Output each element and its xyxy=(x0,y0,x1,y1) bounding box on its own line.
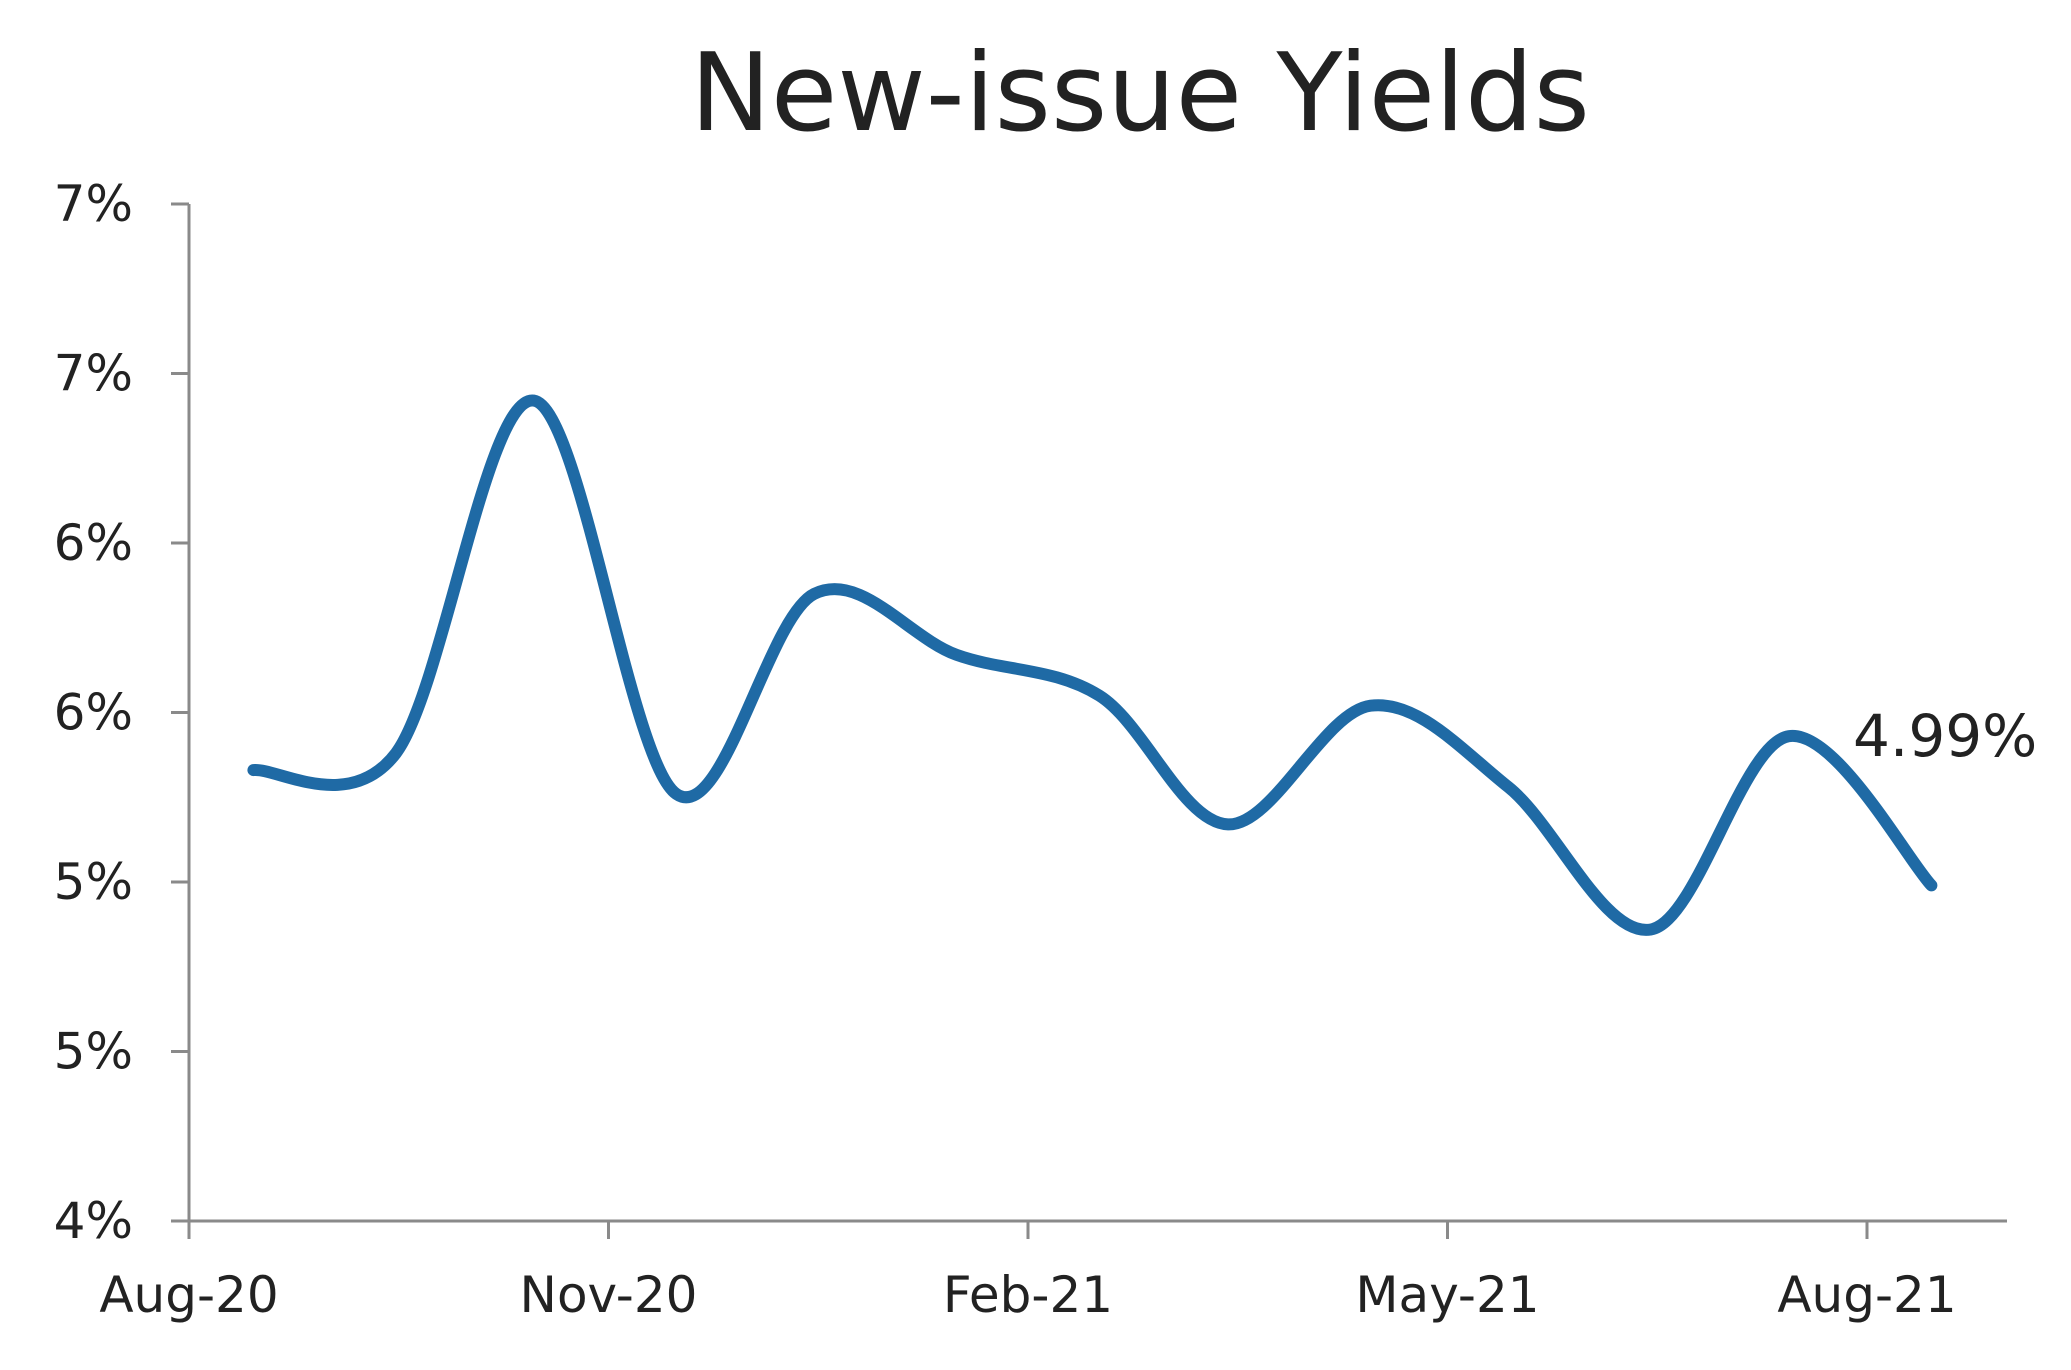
y-tick-label: 5% xyxy=(54,853,133,911)
y-tick-label: 6% xyxy=(54,684,133,742)
x-tick-label: Feb-21 xyxy=(943,1266,1113,1324)
series-layer xyxy=(247,394,1938,936)
x-tick-label: May-21 xyxy=(1355,1266,1539,1324)
y-tick-label: 7% xyxy=(54,345,133,403)
x-tick-label: Nov-20 xyxy=(520,1266,698,1324)
series-line xyxy=(247,394,1938,936)
y-axis: 4% 5% 5% 6% 6% 7% 7% xyxy=(54,175,191,1250)
end-value-label: 4.99% xyxy=(1853,702,2037,770)
x-tick-label: Aug-21 xyxy=(1777,1266,1956,1324)
y-tick-label: 4% xyxy=(54,1192,133,1250)
chart-title: New-issue Yields xyxy=(690,31,1590,156)
y-tick-label: 5% xyxy=(54,1023,133,1081)
y-tick-label: 7% xyxy=(54,175,133,233)
y-tick-label: 6% xyxy=(54,514,133,572)
x-axis: Aug-20 Nov-20 Feb-21 May-21 Aug-21 xyxy=(99,1219,2007,1324)
x-tick-label: Aug-20 xyxy=(99,1266,278,1324)
